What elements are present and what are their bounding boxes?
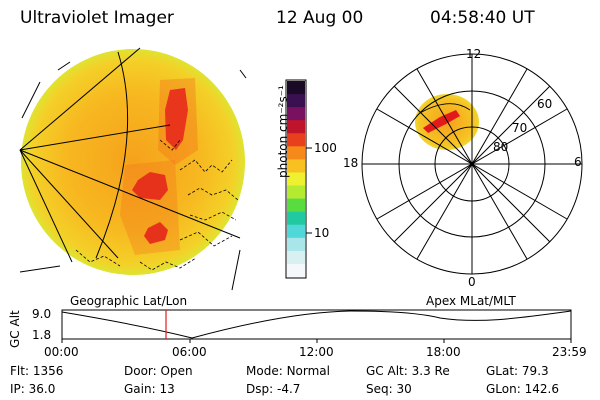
geo-grid-meridian-2 — [19, 124, 171, 151]
colorbar-segment — [287, 250, 305, 265]
coastline-6 — [75, 249, 121, 267]
info-glat: GLat: 79.3 — [486, 364, 549, 378]
observation-date: 12 Aug 00 — [276, 8, 364, 28]
mlt-label-0: 0 — [468, 275, 476, 289]
colorbar-segment — [287, 81, 305, 95]
earth-disk — [21, 49, 245, 275]
colorbar-tick-label-10: 10 — [314, 226, 330, 240]
geo-grid-limb-bottom — [19, 265, 61, 273]
apex-frame-label: Apex MLat/MLT — [426, 294, 516, 308]
strip-y-tick-9: 9.0 — [32, 307, 52, 321]
coastline-5 — [139, 257, 197, 271]
colorbar-unit-label: photon cm⁻²s⁻¹ — [276, 85, 290, 178]
emission-regions — [120, 78, 198, 255]
colorbar-segment — [287, 198, 305, 213]
mlat-label-70: 70 — [512, 121, 528, 135]
colorbar-frame — [285, 79, 307, 279]
info-gc-alt: GC Alt: 3.3 Re — [366, 364, 450, 378]
info-dsp: Dsp: -4.7 — [246, 382, 301, 396]
strip-x-tick-1800: 18:00 — [426, 345, 461, 359]
instrument-title: Ultraviolet Imager — [20, 8, 174, 28]
mlt-label-6: 6 — [574, 155, 582, 169]
colorbar — [285, 79, 312, 279]
strip-x-tick-2359: 23:59 — [552, 345, 587, 359]
colorbar-segment — [287, 120, 305, 134]
geo-grid-limb-left — [21, 81, 41, 119]
colorbar-segment — [287, 94, 305, 108]
colorbar-segment — [287, 263, 305, 278]
strip-y-tick-1-8: 1.8 — [32, 328, 52, 342]
altitude-curve — [61, 310, 572, 339]
coastline-4 — [179, 231, 233, 247]
coastlines — [75, 139, 239, 271]
geo-grid-limb-top — [57, 61, 71, 71]
geo-grid-arc — [95, 51, 129, 259]
info-ip: IP: 36.0 — [10, 382, 56, 396]
colorbar-segment — [287, 237, 305, 252]
info-gain: Gain: 13 — [124, 382, 175, 396]
altitude-strip — [61, 309, 572, 343]
info-mode: Mode: Normal — [246, 364, 330, 378]
polar-plot — [361, 53, 583, 275]
geo-grid-meridian-4 — [19, 149, 119, 259]
emission-band-lower — [144, 222, 168, 244]
colorbar-segment — [287, 107, 305, 121]
geo-grid — [19, 47, 247, 291]
colorbar-tick-label-100: 100 — [314, 141, 337, 155]
coastline-1 — [179, 159, 233, 173]
polar-spoke-4 — [376, 108, 568, 220]
strip-x-tick-1200: 12:00 — [299, 345, 334, 359]
mlat-label-60: 60 — [537, 97, 553, 111]
colorbar-segment — [287, 133, 305, 147]
mlt-label-18: 18 — [343, 156, 359, 170]
mlt-label-12: 12 — [466, 47, 482, 61]
strip-axis-label: GC Alt — [8, 310, 22, 348]
earth-image-panel — [19, 47, 247, 291]
geo-grid-meridian-5 — [19, 149, 73, 263]
geo-grid-limb-right — [239, 69, 247, 79]
strip-x-tick-0000: 00:00 — [44, 345, 79, 359]
emission-glow-upper — [158, 78, 198, 165]
altitude-strip-frame — [61, 309, 572, 340]
info-seq: Seq: 30 — [366, 382, 412, 396]
colorbar-segment — [287, 185, 305, 200]
coastline-3 — [189, 211, 237, 221]
info-flt: Flt: 1356 — [10, 364, 64, 378]
emission-glow-lower — [120, 160, 180, 255]
colorbar-segment — [287, 159, 305, 174]
colorbar-segment — [287, 172, 305, 187]
geo-grid-limb-right-lower — [231, 249, 241, 291]
geo-grid-meridian-3 — [19, 149, 241, 239]
coastline-2 — [187, 187, 239, 201]
mlat-label-80: 80 — [493, 140, 509, 154]
colorbar-segment — [287, 146, 305, 160]
colorbar-segment — [287, 224, 305, 239]
geo-grid-meridian-1 — [19, 47, 141, 151]
emission-band-upper — [165, 88, 188, 150]
auroral-oval-peak — [423, 110, 460, 133]
geo-frame-label: Geographic Lat/Lon — [70, 294, 188, 308]
emission-band-middle — [132, 172, 168, 200]
colorbar-segment — [287, 211, 305, 226]
info-glon: GLon: 142.6 — [486, 382, 559, 396]
coastline-7 — [159, 139, 181, 151]
auroral-oval-rim — [419, 103, 471, 114]
info-door: Door: Open — [124, 364, 193, 378]
strip-x-tick-0600: 06:00 — [172, 345, 207, 359]
observation-time: 04:58:40 UT — [430, 8, 535, 28]
